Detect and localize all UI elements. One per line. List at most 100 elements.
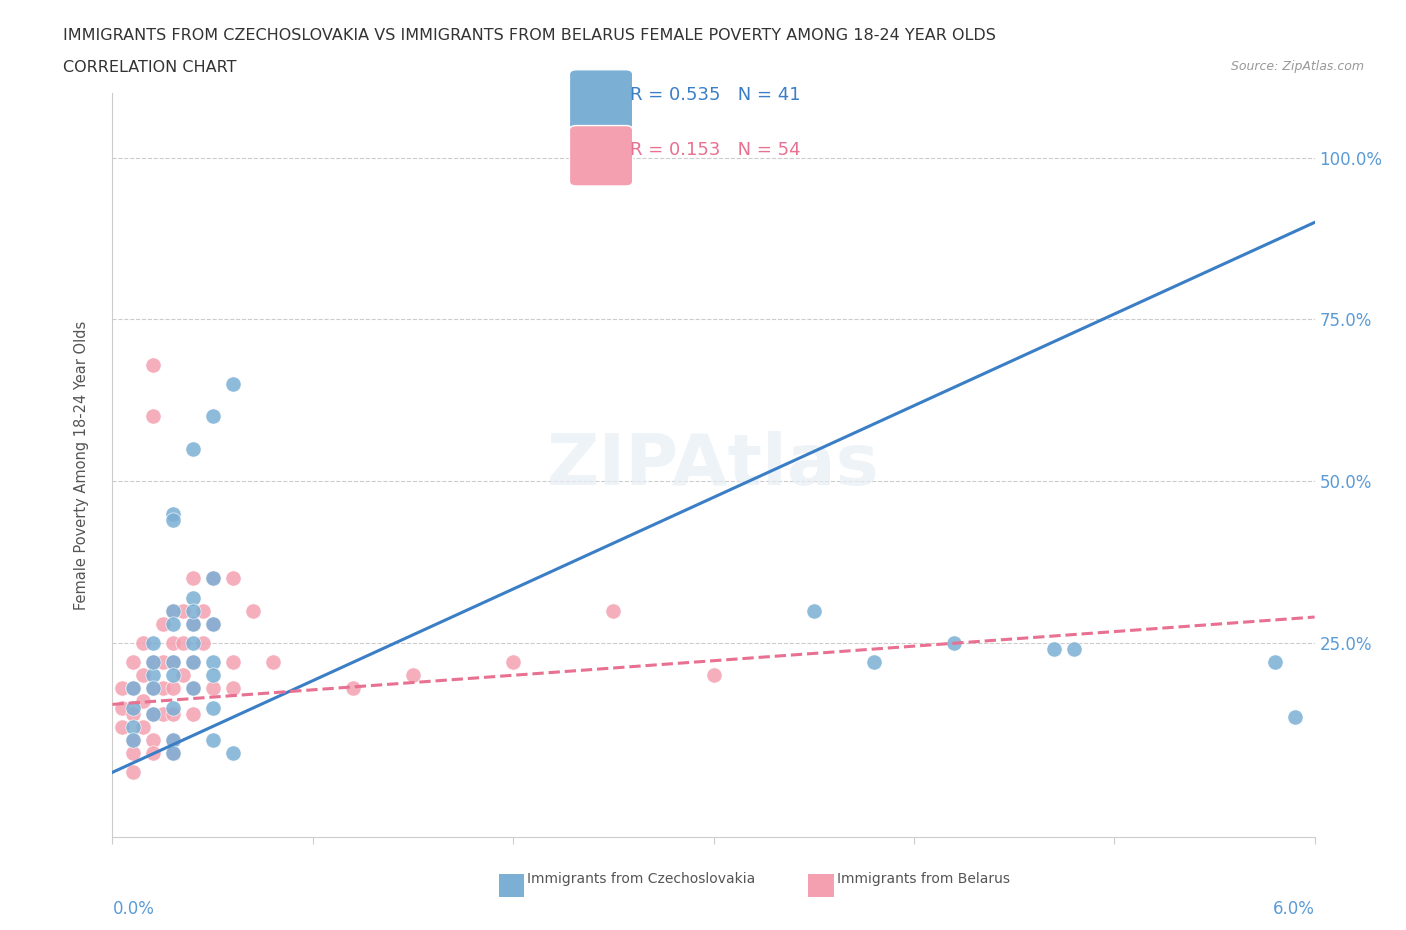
Point	[201, 655, 224, 670]
Point	[201, 700, 224, 715]
Point	[141, 707, 163, 722]
Point	[181, 635, 204, 650]
Point	[162, 746, 184, 761]
Point	[1264, 655, 1286, 670]
Point	[222, 571, 245, 586]
Point	[162, 700, 184, 715]
Point	[141, 681, 163, 696]
Point	[121, 681, 143, 696]
Point	[172, 668, 194, 683]
Text: Immigrants from Czechoslovakia: Immigrants from Czechoslovakia	[527, 872, 755, 886]
Point	[162, 512, 184, 527]
Point	[121, 733, 143, 748]
Point	[162, 616, 184, 631]
Point	[141, 681, 163, 696]
Point	[131, 668, 153, 683]
Point	[162, 681, 184, 696]
Point	[222, 681, 245, 696]
Point	[162, 655, 184, 670]
Y-axis label: Female Poverty Among 18-24 Year Olds: Female Poverty Among 18-24 Year Olds	[75, 320, 89, 610]
Point	[502, 655, 524, 670]
Point	[141, 668, 163, 683]
Point	[152, 707, 174, 722]
Point	[181, 655, 204, 670]
Point	[181, 571, 204, 586]
Text: ZIPAtlas: ZIPAtlas	[547, 431, 880, 499]
Point	[191, 635, 214, 650]
Point	[181, 604, 204, 618]
Point	[121, 681, 143, 696]
Point	[222, 655, 245, 670]
Point	[152, 616, 174, 631]
Point	[141, 357, 163, 372]
Point	[943, 635, 966, 650]
Point	[162, 733, 184, 748]
Point	[201, 571, 224, 586]
Point	[121, 733, 143, 748]
Point	[201, 571, 224, 586]
Point	[152, 655, 174, 670]
Point	[141, 655, 163, 670]
Text: R = 0.535   N = 41: R = 0.535 N = 41	[630, 86, 800, 103]
Point	[201, 409, 224, 424]
Point	[181, 616, 204, 631]
Point	[262, 655, 284, 670]
Point	[402, 668, 425, 683]
Point	[201, 616, 224, 631]
Point	[141, 655, 163, 670]
Point	[141, 733, 163, 748]
Point	[222, 377, 245, 392]
Point	[111, 720, 134, 735]
Point	[121, 720, 143, 735]
Point	[162, 733, 184, 748]
Point	[141, 707, 163, 722]
Point	[121, 707, 143, 722]
Point	[803, 604, 825, 618]
Point	[162, 604, 184, 618]
Point	[111, 700, 134, 715]
Point	[172, 635, 194, 650]
Point	[181, 681, 204, 696]
Point	[181, 591, 204, 605]
Point	[862, 655, 886, 670]
Point	[172, 604, 194, 618]
Text: 6.0%: 6.0%	[1272, 900, 1315, 918]
Point	[201, 616, 224, 631]
Point	[121, 700, 143, 715]
Point	[162, 668, 184, 683]
Point	[131, 694, 153, 709]
Point	[162, 746, 184, 761]
Point	[181, 442, 204, 457]
Point	[702, 668, 725, 683]
Point	[111, 681, 134, 696]
Text: 0.0%: 0.0%	[112, 900, 155, 918]
Point	[131, 635, 153, 650]
Point	[162, 604, 184, 618]
Point	[602, 604, 624, 618]
Point	[181, 681, 204, 696]
Point	[201, 733, 224, 748]
Text: IMMIGRANTS FROM CZECHOSLOVAKIA VS IMMIGRANTS FROM BELARUS FEMALE POVERTY AMONG 1: IMMIGRANTS FROM CZECHOSLOVAKIA VS IMMIGR…	[63, 28, 995, 43]
Point	[181, 655, 204, 670]
Text: R = 0.153   N = 54: R = 0.153 N = 54	[630, 141, 800, 159]
Point	[191, 604, 214, 618]
Point	[131, 720, 153, 735]
Point	[162, 655, 184, 670]
Point	[1284, 710, 1306, 724]
Point	[162, 635, 184, 650]
Point	[121, 655, 143, 670]
Point	[141, 746, 163, 761]
Point	[242, 604, 264, 618]
Point	[342, 681, 364, 696]
Point	[162, 506, 184, 521]
Point	[152, 681, 174, 696]
Point	[181, 707, 204, 722]
Point	[222, 746, 245, 761]
Point	[181, 616, 204, 631]
Point	[201, 668, 224, 683]
Point	[1063, 642, 1085, 657]
Point	[121, 764, 143, 779]
Text: Source: ZipAtlas.com: Source: ZipAtlas.com	[1230, 60, 1364, 73]
Point	[141, 635, 163, 650]
Text: Immigrants from Belarus: Immigrants from Belarus	[837, 872, 1010, 886]
